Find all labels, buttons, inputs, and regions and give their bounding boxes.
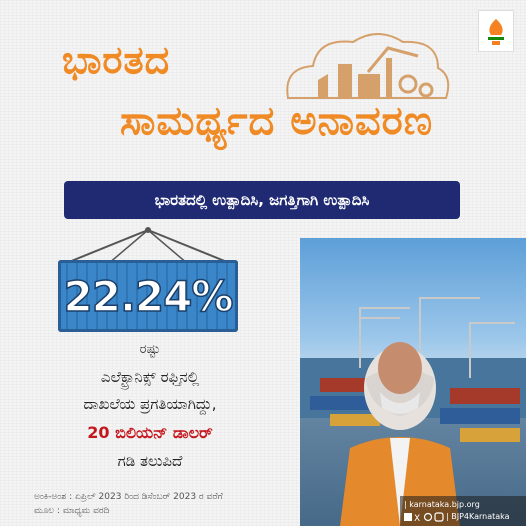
x-icon: X [414, 514, 420, 522]
port-and-leader-photo [300, 238, 526, 526]
threads-icon [423, 512, 433, 522]
title-line-2: ಸಾಮರ್ಥ್ಯದ ಅನಾವರಣ [120, 98, 434, 144]
instagram-icon [434, 512, 444, 522]
body-line-3-highlight: 20 ಬಿಲಿಯನ್ ಡಾಲರ್ [87, 423, 213, 442]
tagline-banner: ಭಾರತದಲ್ಲಿ ಉತ್ಪಾದಿಸಿ, ಜಗತ್ತಿಗಾಗಿ ಉತ್ಪಾದಿಸ… [64, 181, 460, 219]
body-line-4: ಗಡಿ ತಲುಪಿದೆ [117, 452, 183, 470]
website-handle: | karnataka.bjp.org [404, 500, 480, 509]
title-line-1: ಭಾರತದ [62, 38, 171, 82]
footer-period: ಅಂಕಿ-ಅಂಶ : ಏಪ್ರಿಲ್ 2023 ರಿಂದ ಡಿಸೆಂಬರ್ 20… [34, 492, 223, 502]
social-icons: X [404, 512, 444, 522]
factory-illustration [286, 33, 450, 99]
social-handle: | BJP4Karnataka [446, 512, 510, 521]
container-icon: 22.24% [58, 260, 238, 332]
footer-source: ಮೂಲ : ಮಾಧ್ಯಮ ವರದಿ [34, 506, 110, 516]
body-line-2: ದಾಖಲೆಯ ಪ್ರಗತಿಯಾಗಿದ್ದು, [83, 395, 217, 413]
stat-value: 22.24% [63, 271, 234, 322]
bjp-logo [478, 10, 514, 52]
crane-rigging-icon [63, 227, 233, 265]
body-line-1: ಎಲೆಕ್ಟ್ರಾನಿಕ್ಸ್ ರಫ್ತಿನಲ್ಲಿ [100, 368, 200, 386]
stat-suffix: ರಷ್ಟು [139, 342, 161, 357]
facebook-icon [404, 513, 412, 521]
